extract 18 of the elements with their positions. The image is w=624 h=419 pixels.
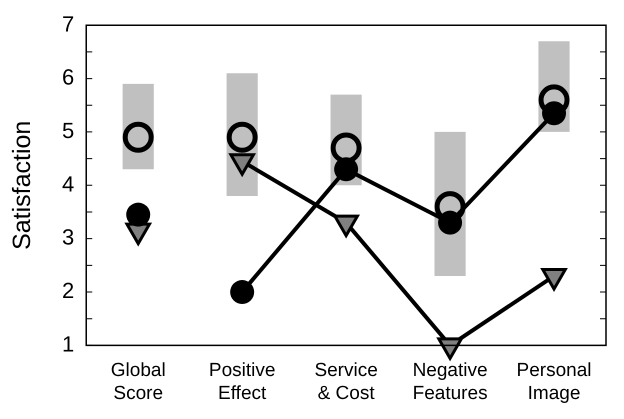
- x-tick-label: Positive Effect: [208, 360, 276, 404]
- x-tick-label: Personal Image: [516, 360, 592, 404]
- point: [437, 337, 463, 360]
- x-tick-label: Global Score: [110, 360, 166, 404]
- y-axis-title: Satisfaction: [8, 120, 36, 250]
- y-tick-label: 7: [62, 11, 74, 36]
- x-tick-label: Service & Cost: [314, 360, 378, 404]
- y-tick-label: 1: [62, 331, 74, 356]
- point: [226, 122, 258, 153]
- y-tick-label: 6: [62, 64, 74, 90]
- y-tick-label: 2: [62, 278, 74, 304]
- y-tick-label: 3: [62, 224, 74, 250]
- x-tick-label: Negative Features: [412, 360, 488, 404]
- point: [122, 122, 154, 153]
- y-tick-label: 5: [62, 118, 74, 143]
- point: [230, 280, 254, 304]
- y-tick-label: 4: [62, 171, 74, 196]
- point: [126, 202, 150, 227]
